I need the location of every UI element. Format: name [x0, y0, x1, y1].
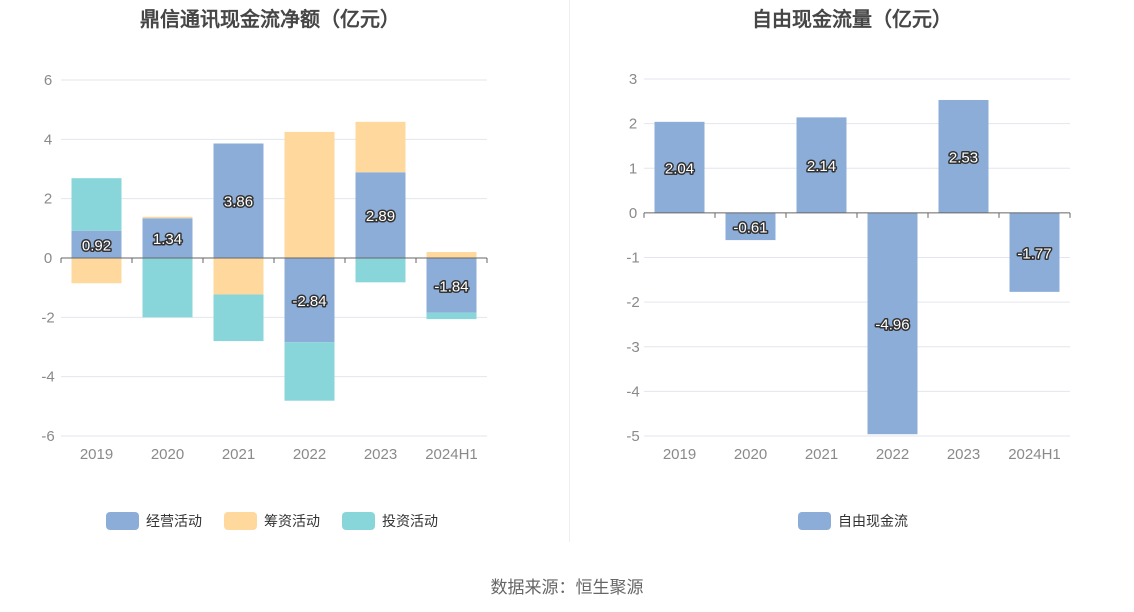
bar-自由现金流-2020 [725, 212, 776, 241]
bar-自由现金流-2022 [867, 212, 918, 435]
bar-经营活动-2024H1 [426, 258, 477, 313]
grid-lines [644, 78, 1070, 437]
legend-item-投资活动[interactable]: 投资活动 [342, 512, 438, 530]
data-label: 1.34 [153, 231, 182, 248]
x-tick-label: 2023 [947, 446, 980, 463]
y-tick-label: 2 [44, 191, 52, 208]
bars [654, 99, 1060, 435]
data-labels: 2.04 -0.61 2.14 -4.96 2.53 -1.77 [663, 148, 1053, 335]
bar-投资活动-2024H1 [426, 312, 477, 320]
y-axis: 3 2 1 0 -1 -2 -3 -4 -5 [626, 71, 639, 445]
x-tick-label: 2022 [293, 446, 326, 463]
bar-自由现金流-2023 [938, 99, 989, 213]
bar-经营活动-2021 [213, 143, 264, 258]
legend-label: 自由现金流 [838, 513, 908, 529]
data-label: 3.86 [224, 194, 253, 211]
bar-筹资活动-2021 [213, 258, 264, 295]
bar-自由现金流-2024H1 [1009, 212, 1060, 292]
x-tick-label: 2023 [364, 446, 397, 463]
y-tick-label: -1 [626, 250, 639, 267]
legend-item-经营活动[interactable]: 经营活动 [106, 512, 202, 530]
legend-label: 投资活动 [382, 513, 438, 529]
bar-投资活动-2021 [213, 294, 264, 342]
data-label: -1.77 [1017, 245, 1051, 262]
data-label: -2.84 [292, 293, 326, 310]
y-axis: 6 4 2 0 -2 -4 -6 [41, 72, 54, 445]
bar-筹资活动-2019 [71, 258, 122, 284]
data-label: 2.04 [665, 160, 694, 177]
bar-投资活动-2019 [71, 178, 122, 231]
x-axis: 2019 2020 2021 2022 2023 2024H1 [80, 446, 478, 463]
y-tick-label: 3 [629, 71, 637, 88]
y-tick-label: 0 [629, 205, 637, 222]
bar-筹资活动-2024H1 [426, 252, 477, 258]
data-label: 0.92 [82, 237, 111, 254]
data-label: 2.89 [366, 208, 395, 225]
bar-经营活动-2019 [71, 230, 122, 258]
legend-swatch [106, 512, 139, 530]
x-tick-label: 2021 [222, 446, 255, 463]
y-tick-label: -5 [626, 428, 639, 445]
y-tick-label: 1 [629, 160, 637, 177]
y-tick-label: 2 [629, 116, 637, 133]
bar-筹资活动-2023 [355, 121, 406, 173]
bar-筹资活动-2020 [142, 216, 193, 219]
legend-label: 经营活动 [146, 513, 202, 529]
data-source: 数据来源：恒生聚源 [491, 578, 644, 597]
bar-经营活动-2020 [142, 218, 193, 258]
chart-title: 自由现金流量（亿元） [752, 7, 952, 31]
y-tick-label: -2 [41, 309, 54, 326]
legend: 经营活动 筹资活动 投资活动 [106, 512, 438, 530]
bar-投资活动-2020 [142, 258, 193, 318]
x-tick-label: 2021 [805, 446, 838, 463]
bar-自由现金流-2019 [654, 121, 705, 213]
y-tick-label: -4 [41, 369, 54, 386]
x-tick-label: 2019 [663, 446, 696, 463]
y-tick-label: -6 [41, 428, 54, 445]
x-tick-label: 2020 [734, 446, 767, 463]
data-label: -1.84 [434, 278, 468, 295]
zero-axis [60, 257, 488, 263]
bar-投资活动-2022 [284, 342, 335, 401]
x-tick-label: 2020 [151, 446, 184, 463]
data-labels: 0.92 1.34 3.86 -2.84 2.89 -1.84 [80, 192, 470, 311]
x-axis: 2019 2020 2021 2022 2023 2024H1 [663, 446, 1061, 463]
x-tick-label: 2024H1 [1008, 446, 1061, 463]
y-tick-label: 0 [44, 250, 52, 267]
y-tick-label: 4 [44, 131, 52, 148]
data-label: 2.14 [807, 158, 836, 175]
legend-item-筹资活动[interactable]: 筹资活动 [224, 512, 320, 530]
data-label: 2.53 [949, 149, 978, 166]
cash-flow-net-chart: 鼎信通讯现金流净额（亿元） 6 4 2 0 -2 -4 -6 0.92 1.34 3.86 -2.… [41, 7, 488, 530]
chart-title: 鼎信通讯现金流净额（亿元） [140, 7, 400, 31]
zero-axis [643, 212, 1071, 218]
legend-swatch [342, 512, 375, 530]
legend-swatch [224, 512, 257, 530]
y-tick-label: 6 [44, 72, 52, 89]
y-tick-label: -4 [626, 383, 639, 400]
legend-label: 筹资活动 [264, 513, 320, 529]
bar-投资活动-2023 [355, 258, 406, 283]
bar-筹资活动-2022 [284, 131, 335, 258]
x-tick-label: 2019 [80, 446, 113, 463]
data-label: -0.61 [733, 219, 767, 236]
bar-经营活动-2022 [284, 258, 335, 343]
bar-自由现金流-2021 [796, 117, 847, 213]
data-label: -4.96 [875, 317, 909, 334]
y-tick-label: -3 [626, 339, 639, 356]
legend: 自由现金流 [798, 512, 908, 530]
y-tick-label: -2 [626, 294, 639, 311]
bars [71, 121, 477, 401]
grid-lines [61, 79, 487, 437]
legend-item-自由现金流[interactable]: 自由现金流 [798, 512, 908, 530]
x-tick-label: 2024H1 [425, 446, 478, 463]
free-cash-flow-chart: 自由现金流量（亿元） 3 2 1 0 -1 -2 -3 -4 -5 2.04 -0.61 2.14 -… [626, 7, 1071, 530]
bar-经营活动-2023 [355, 172, 406, 258]
x-tick-label: 2022 [876, 446, 909, 463]
legend-swatch [798, 512, 831, 530]
